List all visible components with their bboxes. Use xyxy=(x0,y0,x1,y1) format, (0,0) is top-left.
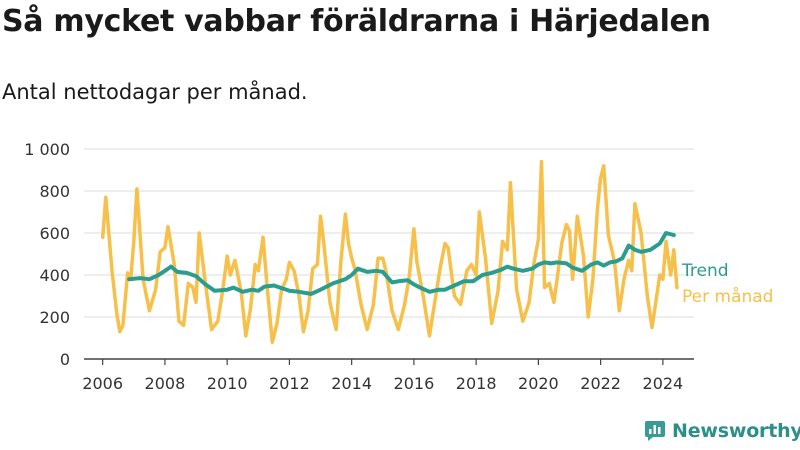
y-tick-label: 800 xyxy=(39,182,70,201)
y-axis: 0 200 400 600 800 1 000 xyxy=(24,140,70,369)
series-line-per-m-nad xyxy=(100,159,679,344)
x-tick-label: 2018 xyxy=(456,374,497,393)
brand[interactable]: Newsworthy xyxy=(644,420,800,442)
chart-title: Så mycket vabbar föräldrarna i Härjedale… xyxy=(2,4,711,39)
x-tick-label: 2022 xyxy=(580,374,621,393)
y-tick-label: 400 xyxy=(39,266,70,285)
x-tick-label: 2020 xyxy=(518,374,559,393)
legend-label-per-m-nad: Per månad xyxy=(682,286,773,307)
x-tick-label: 2010 xyxy=(207,374,248,393)
y-tick-label: 600 xyxy=(39,224,70,243)
x-tick-label: 2024 xyxy=(643,374,684,393)
series-group xyxy=(100,159,679,344)
bar-chart-logo-icon xyxy=(645,421,665,441)
legend: Per månad Trend xyxy=(681,261,773,307)
brand-name: Newsworthy xyxy=(672,420,800,442)
x-tick-label: 2006 xyxy=(82,374,123,393)
series-line-trend xyxy=(127,231,676,296)
y-tick-label: 0 xyxy=(60,350,70,369)
x-tick-label: 2008 xyxy=(145,374,186,393)
x-tick-label: 2014 xyxy=(331,374,372,393)
x-tick-label: 2012 xyxy=(269,374,310,393)
y-tick-label: 200 xyxy=(39,308,70,327)
chart-subtitle: Antal nettodagar per månad. xyxy=(2,80,308,104)
y-tick-label: 1 000 xyxy=(24,140,70,159)
legend-label-trend: Trend xyxy=(681,261,729,281)
x-tick-label: 2016 xyxy=(394,374,435,393)
x-axis: 2006 2008 2010 2012 2014 2016 2018 2020 2022 2024 xyxy=(82,358,694,393)
